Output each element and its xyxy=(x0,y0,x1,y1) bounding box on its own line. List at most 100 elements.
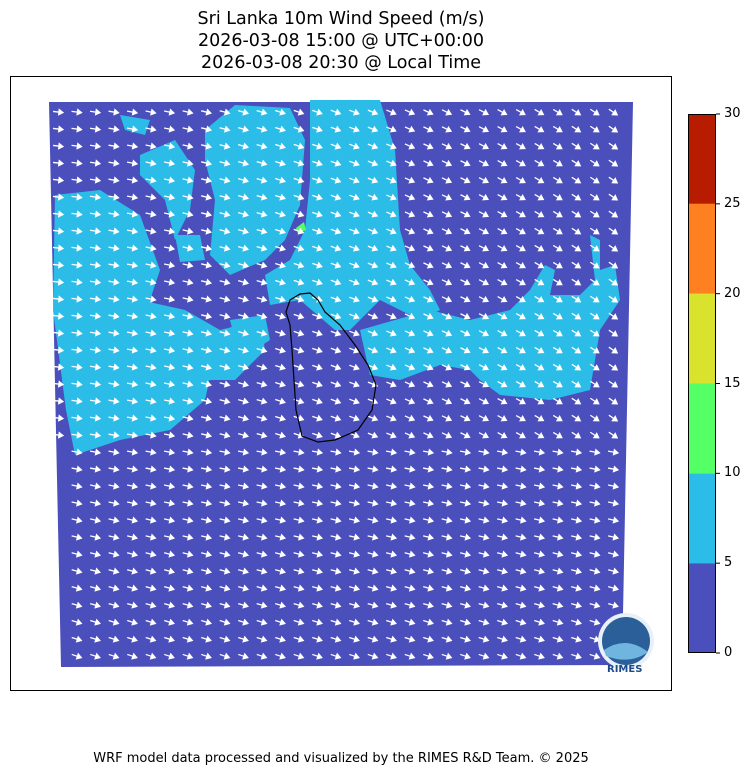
wind-arrow xyxy=(515,125,526,133)
wind-arrow xyxy=(330,482,342,490)
wind-arrow xyxy=(274,499,287,507)
wind-arrow xyxy=(534,244,545,252)
wind-arrow xyxy=(608,431,619,439)
wind-arrow xyxy=(275,635,286,643)
wind-arrow xyxy=(349,261,360,269)
wind-arrow xyxy=(145,567,157,575)
wind-arrow xyxy=(71,516,83,524)
wind-arrow xyxy=(163,414,176,422)
wind-arrow xyxy=(589,125,600,133)
wind-arrow xyxy=(182,108,194,116)
wind-arrow xyxy=(570,482,583,490)
wind-arrow xyxy=(163,227,176,235)
wind-arrow xyxy=(441,550,453,558)
wind-arrow xyxy=(200,550,213,558)
wind-arrow xyxy=(238,108,249,116)
wind-arrow xyxy=(552,142,563,150)
wind-arrow xyxy=(200,159,213,167)
wind-arrow xyxy=(200,210,213,218)
wind-arrow xyxy=(422,499,435,507)
wind-arrow xyxy=(293,329,305,337)
map-title: Sri Lanka 10m Wind Speed (m/s) xyxy=(197,9,485,29)
wind-arrow xyxy=(441,227,453,235)
wind-arrow xyxy=(256,567,268,575)
wind-arrow xyxy=(349,295,360,303)
wind-arrow xyxy=(571,363,582,371)
wind-arrow xyxy=(404,312,416,320)
wind-arrow xyxy=(552,550,564,558)
wind-arrow xyxy=(534,176,545,184)
wind-arrow xyxy=(497,193,508,201)
wind-arrow xyxy=(145,414,157,422)
utc-time: 2026-03-08 15:00 @ UTC+00:00 xyxy=(197,31,485,51)
wind-arrow xyxy=(349,312,360,320)
wind-arrow xyxy=(589,312,600,320)
wind-arrow xyxy=(423,601,434,609)
wind-arrow xyxy=(330,278,342,286)
wind-arrow xyxy=(275,567,287,575)
wind-arrow xyxy=(108,142,120,150)
wind-arrow xyxy=(571,397,582,405)
wind-arrow xyxy=(441,482,453,490)
wind-arrow xyxy=(275,601,286,609)
wind-arrow xyxy=(200,363,213,371)
wind-arrow xyxy=(275,584,286,592)
wind-arrow xyxy=(238,159,249,167)
wind-arrow xyxy=(108,244,120,252)
wind-arrow xyxy=(90,635,101,643)
wind-arrow xyxy=(312,601,323,609)
wind-arrow xyxy=(71,193,83,201)
wind-arrow xyxy=(164,618,175,626)
wind-arrow xyxy=(441,567,453,575)
wind-arrow xyxy=(441,465,453,473)
wind-arrow xyxy=(311,516,324,524)
wind-arrow xyxy=(552,652,564,660)
wind-arrow xyxy=(478,618,490,626)
wind-arrow xyxy=(385,533,398,541)
wind-arrow xyxy=(386,227,397,235)
wind-arrow xyxy=(312,125,323,133)
wind-arrow xyxy=(312,584,323,592)
wind-arrow xyxy=(423,210,434,218)
wind-arrow xyxy=(237,499,250,507)
wind-arrow xyxy=(256,125,268,133)
wind-arrow xyxy=(423,295,434,303)
wind-arrow xyxy=(127,635,138,643)
wind-arrow xyxy=(515,176,526,184)
wind-arrow xyxy=(497,431,508,439)
wind-arrow xyxy=(312,346,323,354)
wind-arrow xyxy=(163,312,176,320)
wind-arrow xyxy=(108,482,120,490)
wind-arrow xyxy=(126,142,139,150)
wind-arrow xyxy=(182,431,194,439)
wind-arrow xyxy=(311,465,324,473)
wind-arrow xyxy=(200,380,213,388)
wind-arrow xyxy=(293,567,305,575)
wind-arrow xyxy=(552,176,563,184)
wind-arrow xyxy=(89,516,102,524)
wind-arrow xyxy=(163,448,176,456)
wind-arrow xyxy=(126,550,139,558)
wind-arrow xyxy=(589,363,600,371)
wind-arrow xyxy=(182,278,194,286)
wind-arrow xyxy=(386,431,397,439)
wind-arrow xyxy=(497,652,508,660)
wind-arrow xyxy=(478,210,490,218)
wind-arrow xyxy=(219,550,231,558)
wind-arrow xyxy=(163,244,176,252)
wind-arrow xyxy=(52,346,65,354)
wind-arrow xyxy=(293,142,305,150)
wind-arrow xyxy=(404,125,416,133)
wind-arrow xyxy=(200,227,213,235)
wind-arrow xyxy=(293,635,305,643)
wind-arrow xyxy=(367,516,379,524)
wind-arrow xyxy=(386,363,397,371)
colorbar-tick-label: 0 xyxy=(724,645,733,660)
wind-arrow xyxy=(182,414,194,422)
wind-arrow xyxy=(200,329,213,337)
wind-arrow xyxy=(182,176,194,184)
wind-arrow xyxy=(496,465,509,473)
wind-arrow xyxy=(570,533,583,541)
wind-arrow xyxy=(496,448,509,456)
wind-arrow xyxy=(478,261,490,269)
